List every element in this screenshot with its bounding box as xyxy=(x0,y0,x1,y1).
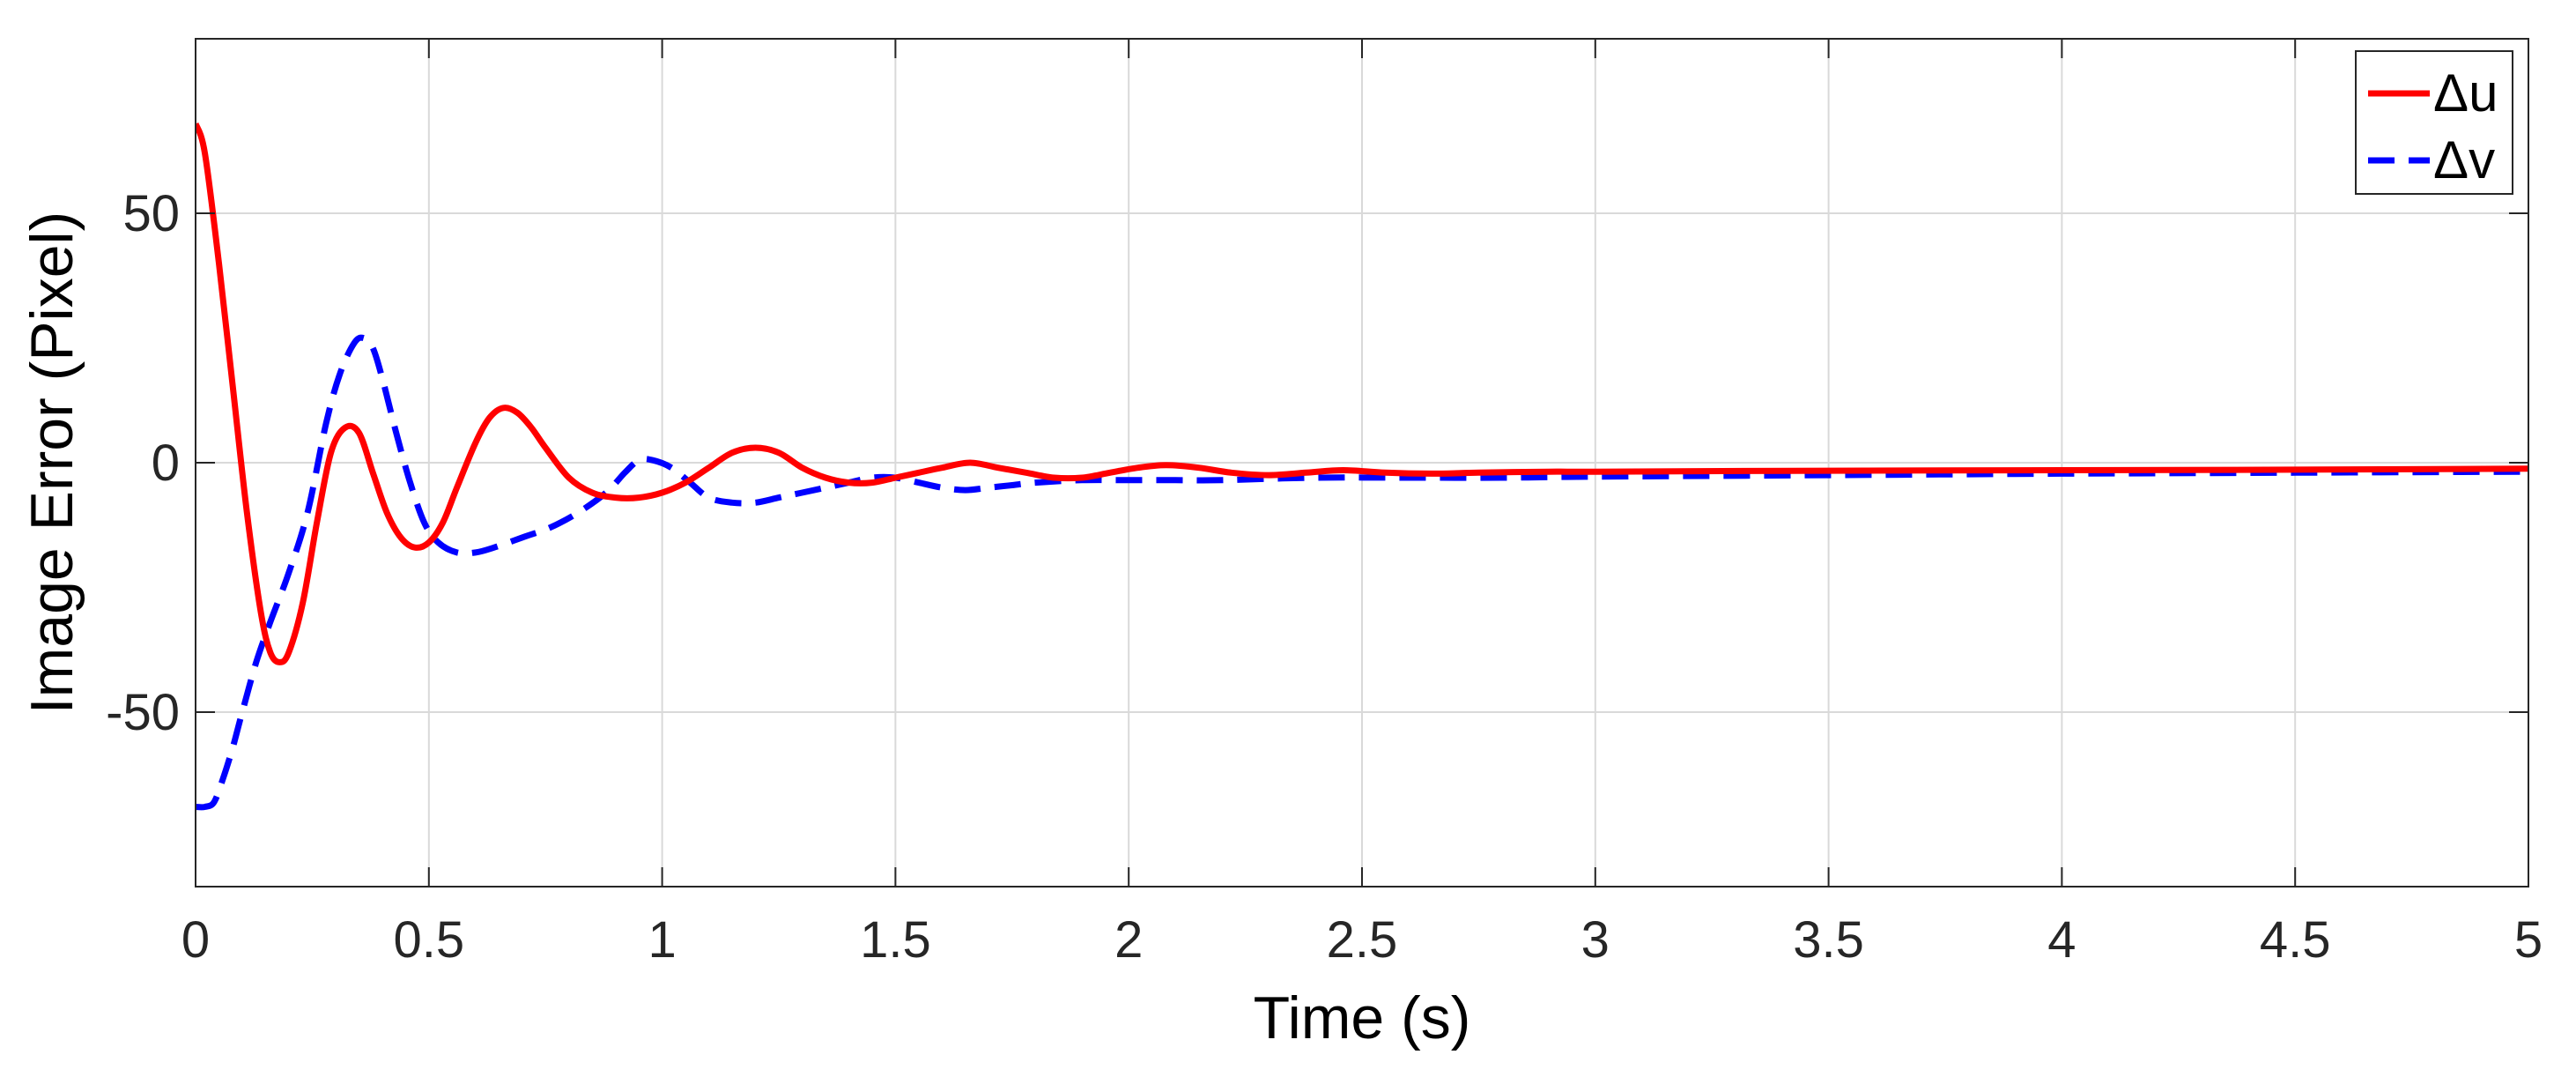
x-tick-label: 5 xyxy=(2514,911,2543,969)
x-tick-label: 1 xyxy=(648,911,676,969)
x-tick-label: 1.5 xyxy=(860,911,931,969)
x-tick-label: 3.5 xyxy=(1793,911,1864,969)
grid xyxy=(196,39,2528,887)
x-tick-label: 2.5 xyxy=(1327,911,1398,969)
y-tick-label: 0 xyxy=(152,435,180,492)
series-group xyxy=(196,122,2528,811)
legend: Δu Δv xyxy=(2355,50,2513,195)
legend-label: Δu xyxy=(2433,63,2498,123)
series-line-du xyxy=(196,122,2528,665)
x-tick-label: 0 xyxy=(181,911,210,969)
y-axis-label: Image Error (Pixel) xyxy=(19,212,85,715)
x-tick-label: 4 xyxy=(2047,911,2076,969)
x-tick-label: 2 xyxy=(1114,911,1143,969)
y-tick-label: 50 xyxy=(122,185,180,242)
series-line-dv xyxy=(196,334,2528,811)
x-tick-label: 3 xyxy=(1581,911,1610,969)
ticks: 0 0.5 1 1.5 2 2.5 3 3.5 4 4.5 5 -50 0 50 xyxy=(106,39,2543,969)
x-tick-label: 4.5 xyxy=(2260,911,2331,969)
y-tick-label: -50 xyxy=(106,684,180,741)
legend-box xyxy=(2355,50,2513,195)
legend-label: Δv xyxy=(2433,130,2495,189)
x-tick-label: 0.5 xyxy=(393,911,464,969)
x-axis-label: Time (s) xyxy=(1254,984,1471,1051)
